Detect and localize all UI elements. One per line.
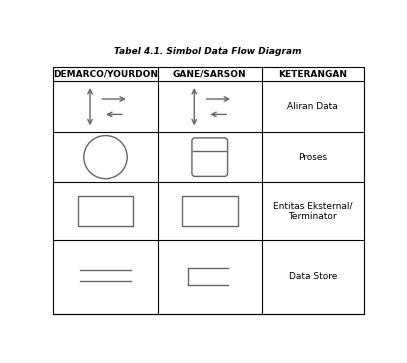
Bar — [53, 68, 364, 314]
Text: GANE/SARSON: GANE/SARSON — [173, 70, 247, 79]
Text: KETERANGAN: KETERANGAN — [278, 70, 347, 79]
Bar — [78, 196, 133, 226]
Text: Tabel 4.1. Simbol Data Flow Diagram: Tabel 4.1. Simbol Data Flow Diagram — [114, 48, 302, 56]
Text: Proses: Proses — [298, 152, 327, 162]
Text: Aliran Data: Aliran Data — [287, 102, 338, 111]
Text: DEMARCO/YOURDON: DEMARCO/YOURDON — [53, 70, 158, 79]
Text: Entitas Eksternal/
Terminator: Entitas Eksternal/ Terminator — [273, 201, 352, 221]
Text: Data Store: Data Store — [289, 272, 337, 281]
Bar — [182, 196, 238, 226]
